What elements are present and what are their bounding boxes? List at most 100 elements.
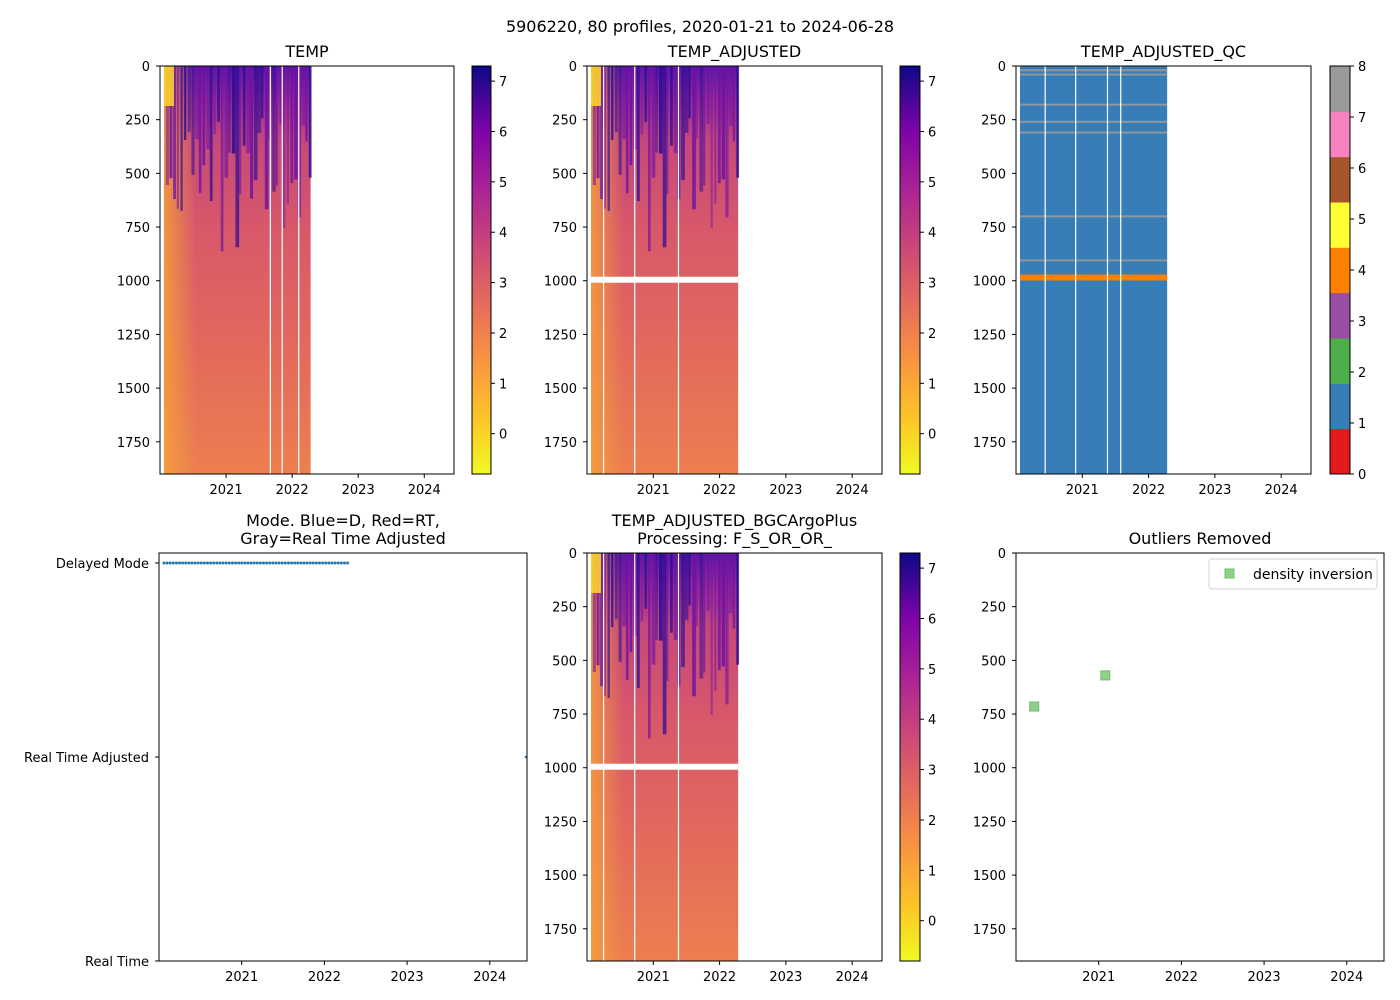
heatmap-streak	[666, 66, 669, 195]
mode-point-delayed	[311, 561, 315, 565]
heatmap-streak	[662, 66, 667, 248]
axes-frame	[1015, 552, 1385, 962]
colorbar-tick-label: 0	[928, 915, 936, 930]
colorbar-tick-label: 1	[1358, 417, 1366, 432]
y-tick-label: 0	[998, 547, 1006, 562]
mode-point-delayed	[224, 561, 228, 565]
mode-point-delayed	[330, 561, 334, 565]
colorbar-tick-label: 6	[928, 612, 936, 627]
x-axis: 2021 2022 2023 2024	[225, 961, 506, 985]
plot-area	[158, 552, 528, 962]
mode-point-delayed	[318, 561, 322, 565]
y-tick-label: 0	[569, 60, 577, 75]
mode-point-delayed	[196, 561, 200, 565]
mode-point-delayed	[165, 561, 169, 565]
colorbar: 0 1 2 3 4 5 6 7	[471, 65, 507, 475]
colorbar-tick-label: 6	[1358, 162, 1366, 177]
mode-point-delayed	[339, 561, 343, 565]
y-tick-label: 500	[552, 167, 577, 182]
colorbar-segment	[1330, 338, 1350, 384]
mode-point-delayed	[327, 561, 331, 565]
colorbar-tick-label: 7	[1358, 111, 1366, 126]
y-tick-label: 1250	[973, 328, 1006, 343]
colorbar-tick-label: 6	[928, 125, 936, 140]
heatmap-streak	[725, 553, 729, 705]
y-tick-label: 1000	[544, 275, 577, 290]
heatmap-streak	[721, 66, 726, 180]
axes-frame	[159, 65, 455, 475]
heatmap-streak	[629, 553, 633, 653]
heatmap-streak	[283, 66, 286, 228]
colorbar-tick-label: 7	[499, 75, 507, 90]
heatmap-streak	[614, 66, 618, 133]
heatmap-streak	[611, 66, 614, 141]
heatmap-streak	[648, 66, 651, 252]
y-tick-label: 1250	[973, 815, 1006, 830]
heatmap-streak	[736, 553, 740, 665]
mode-point-delayed	[305, 561, 309, 565]
y-tick-label: 250	[552, 114, 577, 129]
panel-title: Outliers Removed	[1129, 529, 1272, 548]
panel-title: TEMP	[284, 42, 329, 61]
y-tick-label: 1250	[544, 328, 577, 343]
y-axis: 0 250 500 750 1000 1250 1500 1750	[973, 60, 1016, 451]
colorbar-tick-label: 2	[499, 327, 507, 342]
heatmap-streak	[176, 66, 179, 209]
mode-point-delayed	[227, 561, 231, 565]
colorbar-tick-label: 0	[499, 428, 507, 443]
heatmap-streak	[670, 66, 673, 146]
mode-point-delayed	[230, 561, 234, 565]
y-tick-label: 1250	[544, 815, 577, 830]
y-tick-label: 250	[981, 114, 1006, 129]
x-tick-label: 2022	[703, 970, 736, 985]
x-tick-label: 2023	[391, 970, 424, 985]
heatmap-streak	[636, 66, 640, 202]
heatmap-qc-gap-band	[590, 763, 739, 770]
axes-frame	[1015, 65, 1312, 475]
panel-title-line-2: Processing: F_S_OR_OR_	[637, 529, 833, 549]
heatmap-streak	[239, 66, 242, 195]
y-tick-label: 500	[125, 167, 150, 182]
y-tick-label: 750	[125, 221, 150, 236]
plot-area	[1015, 552, 1385, 962]
y-tick-label: 0	[569, 547, 577, 562]
colorbar-tick-label: 4	[928, 226, 936, 241]
heatmap-streak	[603, 553, 607, 696]
heatmap-streak	[264, 66, 269, 210]
heatmap-streak	[294, 66, 298, 180]
colorbar-tick-label: 4	[928, 713, 936, 728]
x-tick-label: 2023	[769, 483, 802, 498]
qc-flag-4-band	[1019, 274, 1168, 281]
heatmap-streak	[736, 66, 740, 178]
mode-point-delayed	[274, 561, 278, 565]
heatmap-streak	[235, 66, 240, 248]
y-tick-label: 250	[981, 601, 1006, 616]
x-tick-label: 2023	[1198, 483, 1231, 498]
heatmap-streak	[695, 66, 698, 140]
y-axis: 0 250 500 750 1000 1250 1500 1750	[544, 547, 587, 938]
qc-flag-8-line	[1019, 215, 1168, 218]
x-tick-label: 2024	[408, 483, 441, 498]
heatmap-streak	[180, 66, 183, 211]
heatmap-streak	[224, 66, 229, 178]
y-tick-label: 1250	[117, 328, 150, 343]
colorbar-tick-label: 4	[1358, 264, 1366, 279]
panel-title-line-2: Gray=Real Time Adjusted	[240, 529, 446, 548]
panel-title: TEMP_ADJUSTED	[667, 42, 801, 62]
heatmap-streak	[261, 66, 264, 119]
heatmap-streak	[228, 66, 231, 153]
heatmap-streak	[165, 66, 169, 185]
axes-frame	[586, 552, 883, 962]
qc-flag-8-line	[1019, 120, 1168, 123]
y-tick-label: 1750	[973, 436, 1006, 451]
plot-area	[159, 65, 455, 475]
heatmap-streak	[242, 66, 246, 146]
y-tick-label: 1500	[544, 869, 577, 884]
legend-marker	[1224, 568, 1235, 579]
colorbar-segment	[1330, 66, 1350, 112]
y-tick-label: 1500	[117, 382, 150, 397]
heatmap-surface-warm-patch	[590, 66, 601, 106]
heatmap-streak	[651, 66, 656, 178]
x-tick-label: 2022	[1165, 970, 1198, 985]
mode-point-delayed	[314, 561, 318, 565]
